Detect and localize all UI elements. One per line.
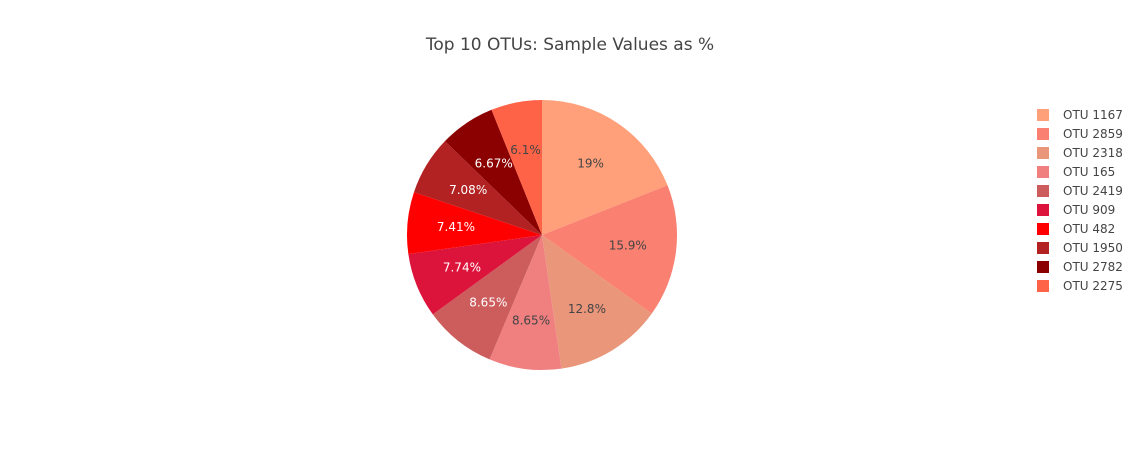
pie-slice-otu-909 [408, 235, 542, 315]
pie-slice-otu-2419 [432, 235, 542, 360]
legend-item-otu-2859[interactable]: OTU 2859 [1037, 127, 1123, 141]
legend-swatch-otu-482 [1037, 223, 1049, 235]
pie-slice-otu-2782 [444, 109, 542, 235]
legend-item-otu-165[interactable]: OTU 165 [1037, 165, 1115, 179]
chart-title: Top 10 OTUs: Sample Values as % [425, 35, 714, 55]
pie-slice-otu-482 [407, 192, 542, 255]
legend-item-otu-1950[interactable]: OTU 1950 [1037, 241, 1123, 255]
legend-swatch-otu-2419 [1037, 185, 1049, 197]
legend-swatch-otu-1167 [1037, 109, 1049, 121]
pie-slice-label-otu-1950: 7.08% [449, 183, 487, 197]
legend-label-otu-1167: OTU 1167 [1063, 108, 1123, 122]
legend-item-otu-909[interactable]: OTU 909 [1037, 203, 1115, 217]
pie-slice-labels: 19% 15.9% 12.8% 8.65% 8.65% 7.74% 7.41% 7.08% 6.… [437, 143, 647, 328]
pie-slice-label-otu-2419: 8.65% [469, 296, 507, 310]
legend-label-otu-2275: OTU 2275 [1063, 279, 1123, 293]
pie-slice-otu-2859 [542, 185, 677, 314]
legend-item-otu-2318[interactable]: OTU 2318 [1037, 146, 1123, 160]
pie-slice-otu-2275 [491, 100, 542, 235]
legend-item-otu-1167[interactable]: OTU 1167 [1037, 108, 1123, 122]
pie-slice-label-otu-165: 8.65% [512, 314, 550, 328]
legend-swatch-otu-1950 [1037, 242, 1049, 254]
legend-label-otu-2782: OTU 2782 [1063, 260, 1123, 274]
pie-slice-label-otu-2318: 12.8% [568, 302, 606, 316]
pie-slice-label-otu-2275: 6.1% [510, 143, 541, 157]
pie-slice-label-otu-909: 7.74% [443, 260, 481, 274]
legend-label-otu-165: OTU 165 [1063, 165, 1115, 179]
legend-item-otu-2782[interactable]: OTU 2782 [1037, 260, 1123, 274]
legend-swatch-otu-2275 [1037, 280, 1049, 292]
legend-swatch-otu-2859 [1037, 128, 1049, 140]
legend-label-otu-1950: OTU 1950 [1063, 241, 1123, 255]
legend-swatch-otu-165 [1037, 166, 1049, 178]
legend-swatch-otu-909 [1037, 204, 1049, 216]
legend-item-otu-482[interactable]: OTU 482 [1037, 222, 1115, 236]
legend: OTU 1167 OTU 2859 OTU 2318 OTU 165 OTU 2419 O… [1037, 108, 1123, 293]
pie-slice-otu-165 [489, 235, 562, 370]
legend-item-otu-2419[interactable]: OTU 2419 [1037, 184, 1123, 198]
pie-slice-label-otu-482: 7.41% [437, 220, 475, 234]
pie-slice-otu-1167 [542, 100, 668, 235]
legend-swatch-otu-2782 [1037, 261, 1049, 273]
pie-slice-label-otu-1167: 19% [577, 157, 604, 171]
legend-label-otu-909: OTU 909 [1063, 203, 1115, 217]
legend-label-otu-2859: OTU 2859 [1063, 127, 1123, 141]
pie-slices [407, 100, 677, 370]
legend-label-otu-2318: OTU 2318 [1063, 146, 1123, 160]
legend-label-otu-2419: OTU 2419 [1063, 184, 1123, 198]
pie-slice-otu-1950 [414, 141, 542, 235]
pie-slice-label-otu-2859: 15.9% [609, 239, 647, 253]
legend-swatch-otu-2318 [1037, 147, 1049, 159]
pie-slice-label-otu-2782: 6.67% [475, 156, 513, 170]
pie-slice-otu-2318 [542, 235, 652, 369]
legend-label-otu-482: OTU 482 [1063, 222, 1115, 236]
legend-item-otu-2275[interactable]: OTU 2275 [1037, 279, 1123, 293]
